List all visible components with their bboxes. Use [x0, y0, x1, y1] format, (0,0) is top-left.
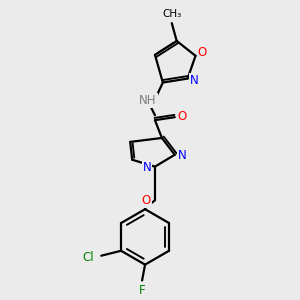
Text: CH₃: CH₃ [162, 9, 182, 19]
Text: O: O [198, 46, 207, 59]
Text: N: N [143, 161, 152, 174]
Text: Cl: Cl [82, 251, 94, 264]
Text: O: O [141, 194, 151, 207]
Text: N: N [190, 74, 199, 87]
Text: O: O [177, 110, 186, 123]
Text: F: F [139, 284, 146, 297]
Text: NH: NH [139, 94, 157, 107]
Text: N: N [178, 149, 187, 162]
